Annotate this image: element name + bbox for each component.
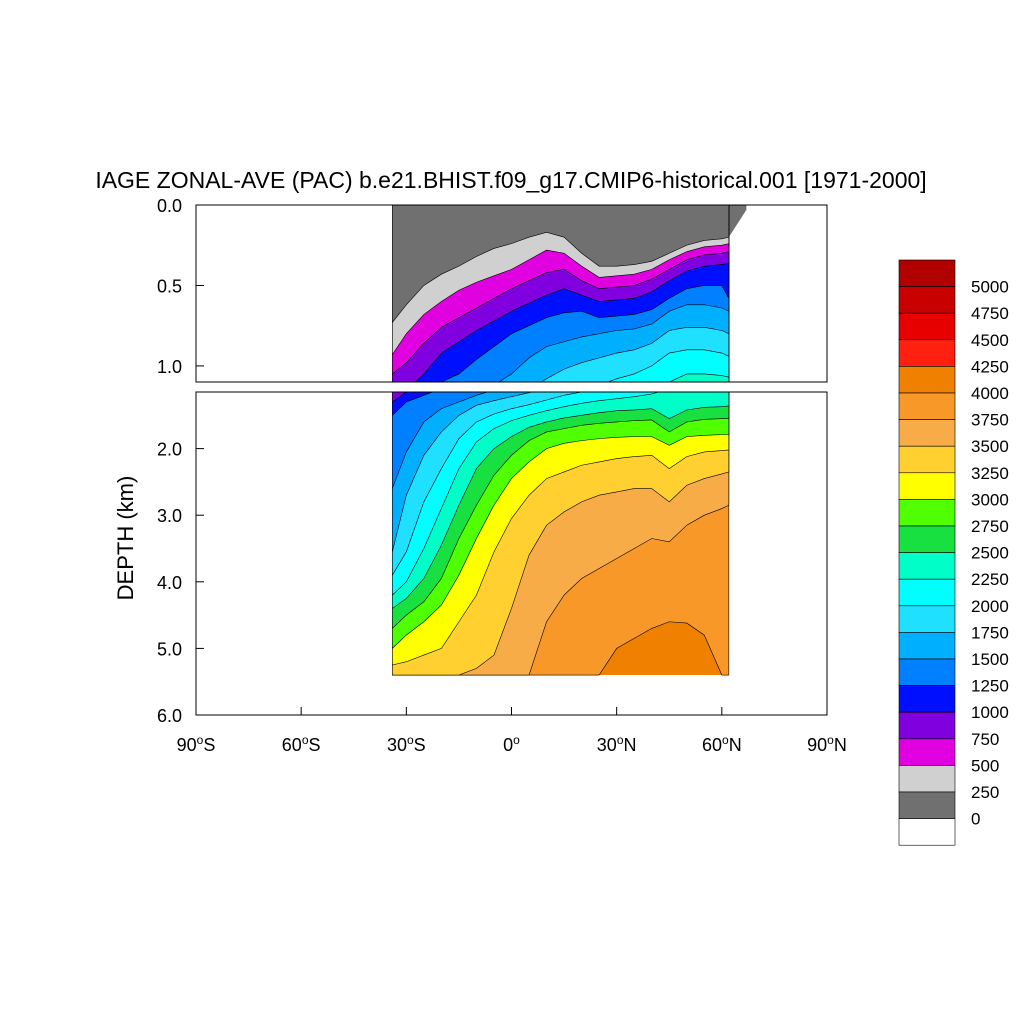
lower-panel-contours <box>392 392 730 676</box>
y-tick-label: 3.0 <box>157 506 182 526</box>
contour-band-2000 <box>392 392 660 596</box>
contour-band-750 <box>392 392 408 403</box>
colorbar-box <box>898 339 956 367</box>
upper-panel-frame <box>195 204 828 383</box>
colorbar-box <box>898 445 956 474</box>
lower-y-axis: 2.0 3.0 4.0 5.0 6.0 <box>157 440 204 726</box>
colorbar-box <box>898 711 956 740</box>
colorbar-label: 4250 <box>971 357 1009 376</box>
colorbar-label: 4500 <box>971 331 1009 350</box>
colorbar-label: 1500 <box>971 650 1009 669</box>
colorbar-label: 2750 <box>971 517 1009 536</box>
y-tick-label: 5.0 <box>157 639 182 659</box>
y-tick-label: 6.0 <box>157 706 182 726</box>
y-tick-label: 0.0 <box>157 196 182 216</box>
x-tick-label: 90oN <box>807 733 847 755</box>
colorbar-box <box>898 791 956 819</box>
colorbar-label: 1000 <box>971 703 1009 722</box>
colorbar: 5000475045004250400037503500325030002750… <box>898 259 1009 846</box>
y-tick-label: 2.0 <box>157 440 182 460</box>
y-tick-label: 0.5 <box>157 276 182 296</box>
y-axis-label: DEPTH (km) <box>113 476 138 601</box>
colorbar-label: 3500 <box>971 437 1009 456</box>
colorbar-box <box>898 525 956 553</box>
colorbar-box <box>898 578 956 607</box>
upper-panel-contours <box>392 205 747 382</box>
colorbar-box <box>898 259 956 287</box>
x-tick-label: 0o <box>503 733 520 755</box>
x-tick-label: 60oS <box>282 733 321 755</box>
colorbar-label: 2000 <box>971 597 1009 616</box>
colorbar-box <box>898 312 956 341</box>
colorbar-box <box>898 392 956 420</box>
contour-band-0 <box>392 205 730 324</box>
y-tick-label: 4.0 <box>157 573 182 593</box>
colorbar-box <box>898 765 956 793</box>
y-tick-label: 1.0 <box>157 357 182 377</box>
colorbar-box <box>898 658 956 686</box>
colorbar-box <box>898 738 956 766</box>
colorbar-label: 1750 <box>971 623 1009 642</box>
colorbar-label: 3250 <box>971 464 1009 483</box>
colorbar-label: 0 <box>971 810 980 829</box>
colorbar-label: 500 <box>971 756 999 775</box>
colorbar-box <box>898 286 956 314</box>
colorbar-box <box>898 818 956 846</box>
colorbar-label: 4000 <box>971 384 1009 403</box>
colorbar-label: 3750 <box>971 411 1009 430</box>
contour-band-shelf <box>728 205 747 238</box>
colorbar-label: 250 <box>971 783 999 802</box>
colorbar-label: 2500 <box>971 544 1009 563</box>
contour-band-1250 <box>392 392 489 489</box>
colorbar-label: 1250 <box>971 677 1009 696</box>
x-axis: 90oS 60oS 30oS 0o 30oN 60oN 90oN <box>177 707 847 755</box>
x-tick-label: 90oS <box>177 733 216 755</box>
colorbar-label: 2250 <box>971 570 1009 589</box>
contour-band-2250 <box>392 392 730 610</box>
x-tick-label: 30oN <box>597 733 637 755</box>
colorbar-label: 5000 <box>971 278 1009 297</box>
colorbar-box <box>898 605 956 633</box>
upper-y-axis: 0.0 0.5 1.0 <box>157 196 204 377</box>
colorbar-box <box>898 552 956 580</box>
chart-title: IAGE ZONAL-AVE (PAC) b.e21.BHIST.f09_g17… <box>95 167 926 193</box>
colorbar-label: 4750 <box>971 304 1009 323</box>
colorbar-label: 750 <box>971 730 999 749</box>
contour-band-1500 <box>392 392 534 552</box>
colorbar-label: 3000 <box>971 490 1009 509</box>
colorbar-box <box>898 685 956 713</box>
contour-band-1000 <box>392 392 434 417</box>
colorbar-box <box>898 419 956 447</box>
colorbar-box <box>898 632 956 660</box>
x-tick-label: 30oS <box>387 733 426 755</box>
colorbar-box <box>898 499 956 527</box>
contour-band-1750 <box>392 392 585 577</box>
colorbar-box <box>898 472 956 500</box>
x-tick-label: 60oN <box>702 733 742 755</box>
colorbar-box <box>898 366 956 394</box>
